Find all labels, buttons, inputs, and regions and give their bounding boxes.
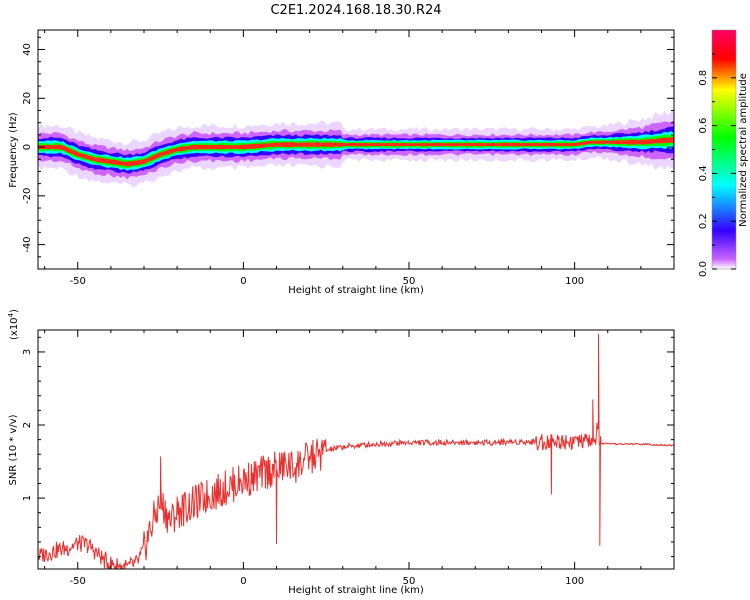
spectrogram-ytick-label: -20 <box>22 188 33 204</box>
snr-ytick-label: 3 <box>22 349 33 355</box>
snr-xlabel: Height of straight line (km) <box>288 585 424 596</box>
colorbar-tick-label: 0.0 <box>698 261 709 277</box>
snr-xtick-label: 0 <box>240 576 246 587</box>
spectrogram-xtick-label: 0 <box>240 276 246 287</box>
colorbar-label: Normalized spectral amplitude <box>738 73 749 227</box>
colorbar-tick-label: 0.2 <box>698 213 709 229</box>
spectrogram-ylabel: Frequency (Hz) <box>8 112 19 188</box>
spectrogram-axes: -50 0 50 100 40 20 0 -20 -40 <box>22 30 675 287</box>
snr-yscale-label: (x104) <box>7 309 20 340</box>
spectrogram-ytick-label: 0 <box>22 144 33 150</box>
colorbar-tick-label: 0.4 <box>698 165 709 181</box>
spectrogram-xtick-label: 50 <box>403 276 416 287</box>
colorbar-ticks: 0.0 0.2 0.4 0.6 0.8 <box>698 53 736 277</box>
figure-title: C2E1.2024.168.18.30.R24 <box>270 3 441 18</box>
snr-series-line <box>38 333 674 569</box>
spectrogram-band <box>38 126 674 174</box>
spectrogram-xtick-label: -50 <box>70 276 86 287</box>
snr-xtick-label: -50 <box>70 576 86 587</box>
spectrogram-xlabel: Height of straight line (km) <box>288 285 424 296</box>
spectrogram-frame <box>37 29 675 270</box>
colorbar-tick-label: 0.6 <box>698 118 709 134</box>
spectrogram-xtick-label: 100 <box>565 276 584 287</box>
snr-ylabel: SNR (10 * v/v) <box>8 414 19 485</box>
snr-ytick-label: 2 <box>22 422 33 428</box>
spectrogram-band <box>38 131 674 171</box>
snr-xtick-label: 50 <box>403 576 416 587</box>
snr-xtick-label: 100 <box>565 576 584 587</box>
spectrogram-ytick-label: 20 <box>22 92 33 105</box>
colorbar-tick-label: 0.8 <box>698 70 709 86</box>
spectrogram-ytick-label: 40 <box>22 43 33 56</box>
snr-frame <box>37 329 675 570</box>
colorbar: 0.0 0.2 0.4 0.6 0.8 Normalized spectral ampl… <box>698 29 749 277</box>
snr-ytick-label: 1 <box>22 495 33 501</box>
colorbar-gradient <box>711 29 737 270</box>
spectrogram-ytick-label: -40 <box>22 236 33 252</box>
spectrogram-band <box>38 134 674 169</box>
spectrogram-panel: -50 0 50 100 40 20 0 -20 -40 Height of straight … <box>8 29 675 296</box>
snr-panel: -50 0 50 100 1 2 3 Height of straight line (km… <box>7 309 675 596</box>
snr-axes: -50 0 50 100 1 2 3 <box>22 330 675 587</box>
spectrogram-image <box>38 110 674 188</box>
spectrogram-band <box>38 136 674 167</box>
